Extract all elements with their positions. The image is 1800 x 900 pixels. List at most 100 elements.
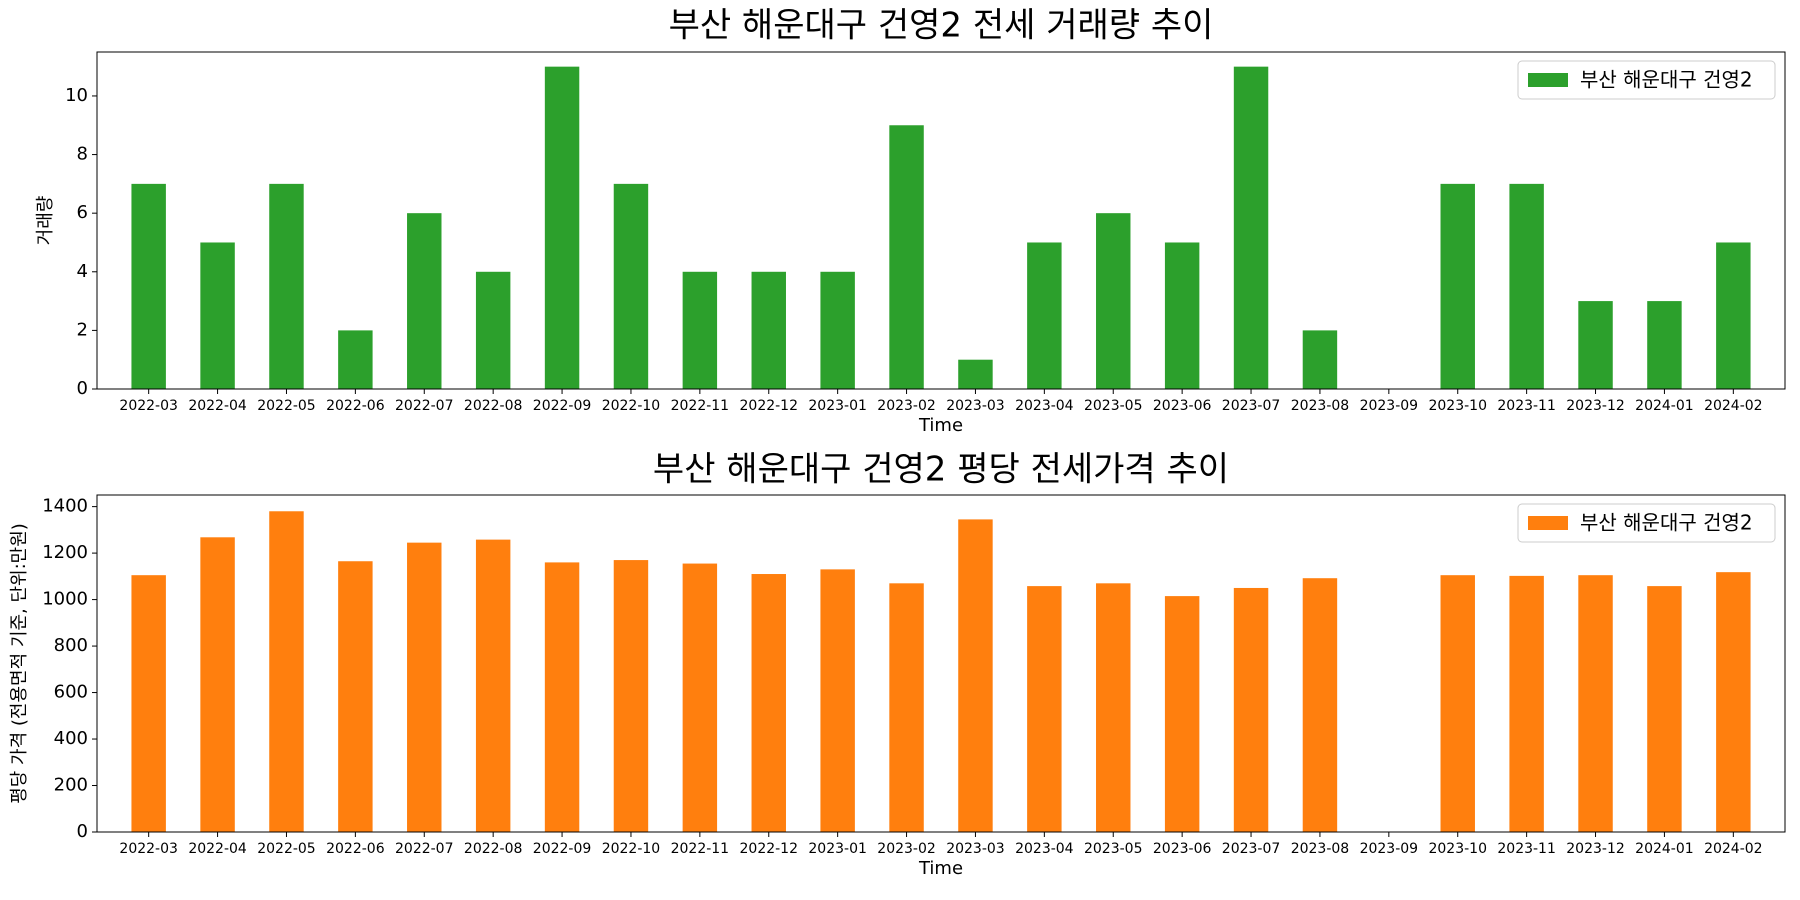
price-x-tick-label: 2023-05 [1084, 841, 1143, 857]
volume-bar [200, 242, 235, 389]
volume-x-tick-label: 2024-02 [1704, 398, 1763, 414]
volume-x-tick-label: 2023-11 [1497, 398, 1556, 414]
price-legend-box [1517, 503, 1776, 543]
volume-bar [475, 271, 511, 389]
price-x-tick-label: 2022-07 [395, 841, 454, 857]
volume-y-tick-label: 10 [65, 85, 88, 106]
price-y-tick-label: 200 [54, 775, 88, 796]
volume-bar [889, 125, 924, 390]
price-bar [1716, 572, 1751, 832]
price-y-tick-label: 800 [54, 635, 88, 656]
price-x-tick-label: 2022-06 [326, 841, 385, 857]
volume-x-axis-label: Time [918, 415, 963, 436]
price-bar [1578, 575, 1613, 832]
price-x-tick-label: 2023-06 [1153, 841, 1212, 857]
price-y-axis-label: 평당 가격 (전용면적 기준, 단위:만원) [9, 523, 30, 804]
volume-x-tick-label: 2023-12 [1566, 398, 1625, 414]
volume-bar [613, 183, 649, 389]
price-chart-title: 부산 해운대구 건영2 평당 전세가격 추이 [653, 450, 1229, 490]
volume-bar [1027, 242, 1062, 389]
volume-x-tick-label: 2023-04 [1015, 398, 1074, 414]
volume-x-tick-label: 2022-11 [671, 398, 730, 414]
price-y-tick-label: 1000 [42, 589, 88, 610]
price-bar [1096, 583, 1131, 832]
volume-chart-title: 부산 해운대구 건영2 전세 거래량 추이 [669, 6, 1214, 46]
price-x-tick-label: 2023-03 [946, 841, 1005, 857]
price-x-tick-label: 2023-08 [1291, 841, 1350, 857]
price-bar [544, 562, 580, 832]
price-bar [958, 519, 993, 832]
price-y-tick-label: 400 [54, 728, 88, 749]
price-y-tick-label: 1400 [42, 496, 88, 517]
price-x-tick-label: 2023-12 [1566, 841, 1625, 857]
volume-bar [1440, 183, 1475, 389]
price-x-tick-label: 2022-11 [671, 841, 730, 857]
price-x-tick-label: 2022-05 [257, 841, 316, 857]
price-y-tick-label: 1200 [42, 542, 88, 563]
price-x-tick-label: 2022-04 [188, 841, 247, 857]
volume-bar [1096, 213, 1131, 389]
volume-bar [544, 66, 580, 390]
price-x-tick-label: 2022-09 [533, 841, 592, 857]
volume-x-tick-label: 2023-06 [1153, 398, 1212, 414]
volume-y-tick-label: 6 [77, 202, 88, 223]
price-bar [1302, 578, 1338, 832]
price-bar [131, 575, 166, 832]
volume-x-tick-label: 2022-04 [188, 398, 247, 414]
volume-x-tick-label: 2022-06 [326, 398, 385, 414]
volume-bar [131, 183, 166, 389]
volume-bar [820, 271, 855, 389]
price-bar [1027, 586, 1062, 832]
price-x-tick-label: 2023-07 [1222, 841, 1281, 857]
volume-bar [338, 330, 373, 389]
price-x-tick-label: 2024-02 [1704, 841, 1763, 857]
price-bar [475, 539, 511, 832]
volume-x-tick-label: 2022-08 [464, 398, 523, 414]
volume-x-tick-label: 2023-07 [1222, 398, 1281, 414]
price-x-tick-label: 2023-10 [1428, 841, 1487, 857]
volume-bar [958, 359, 993, 389]
price-x-tick-label: 2023-02 [877, 841, 936, 857]
volume-x-tick-label: 2022-12 [740, 398, 799, 414]
price-legend-swatch [1528, 516, 1568, 530]
price-bar [1647, 586, 1682, 832]
volume-bar [407, 213, 442, 389]
price-x-tick-label: 2022-12 [740, 841, 799, 857]
volume-y-tick-label: 2 [77, 319, 88, 340]
volume-x-tick-label: 2024-01 [1635, 398, 1694, 414]
price-bar [1164, 596, 1200, 832]
price-bar [1440, 575, 1475, 832]
price-x-tick-label: 2022-08 [464, 841, 523, 857]
volume-x-tick-label: 2023-01 [808, 398, 867, 414]
price-bar [1509, 575, 1544, 832]
volume-bar [1716, 242, 1751, 389]
volume-bar [1647, 301, 1682, 389]
volume-y-tick-label: 0 [77, 378, 88, 399]
volume-x-tick-label: 2023-10 [1428, 398, 1487, 414]
volume-legend-label: 부산 해운대구 건영2 [1580, 68, 1753, 92]
volume-legend-swatch [1528, 73, 1568, 87]
price-bar [407, 542, 442, 832]
price-legend-label: 부산 해운대구 건영2 [1580, 511, 1753, 535]
price-bar [820, 569, 855, 832]
price-bar [682, 563, 718, 832]
price-x-axis-label: Time [918, 858, 963, 879]
volume-x-tick-label: 2022-09 [533, 398, 592, 414]
volume-bar [682, 271, 718, 389]
price-bar [613, 560, 649, 832]
volume-x-tick-label: 2023-03 [946, 398, 1005, 414]
price-bar [338, 561, 373, 832]
price-y-tick-label: 0 [77, 821, 88, 842]
volume-bar [1509, 183, 1544, 389]
volume-bar [1233, 66, 1269, 390]
price-x-tick-label: 2023-11 [1497, 841, 1556, 857]
volume-x-tick-label: 2022-05 [257, 398, 316, 414]
price-x-tick-label: 2022-03 [119, 841, 178, 857]
price-bar [269, 511, 304, 832]
volume-bar [1302, 330, 1338, 389]
price-x-tick-label: 2024-01 [1635, 841, 1694, 857]
price-bar [1233, 587, 1269, 832]
volume-bar [269, 183, 304, 389]
volume-x-tick-label: 2023-08 [1291, 398, 1350, 414]
